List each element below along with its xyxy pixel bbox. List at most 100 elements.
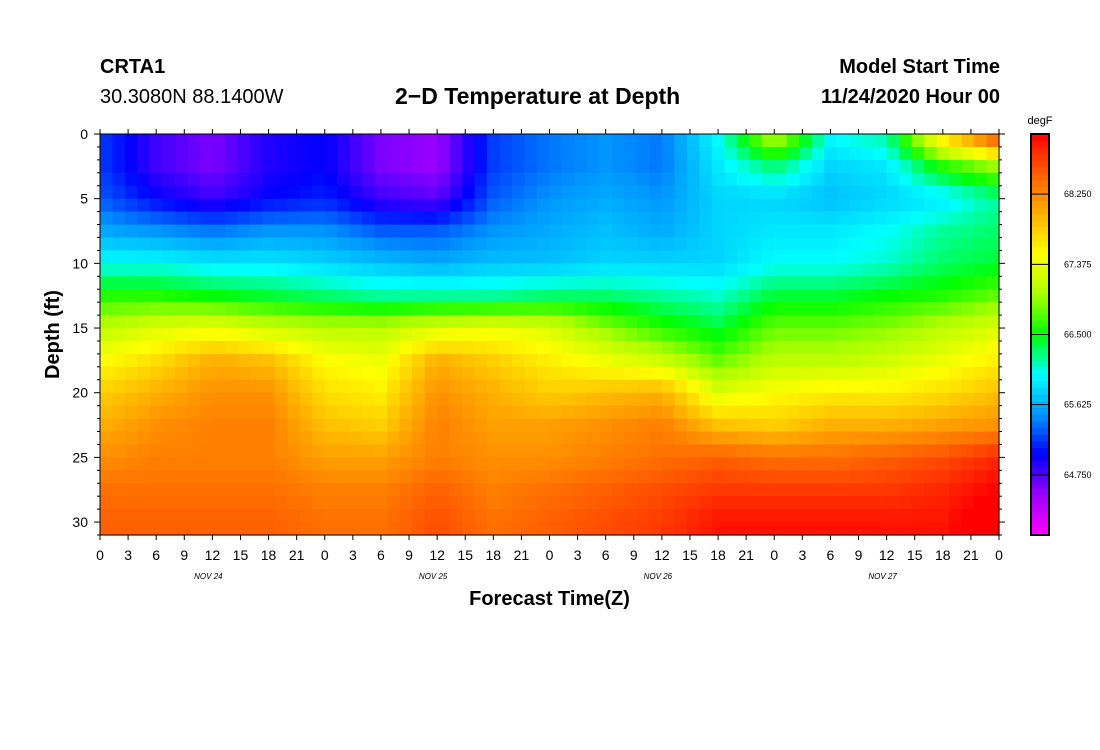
heatmap-cell xyxy=(824,366,838,381)
heatmap-cell xyxy=(874,328,888,342)
heatmap-cell xyxy=(437,340,451,355)
heatmap-cell xyxy=(961,134,975,148)
heatmap-cell xyxy=(212,379,226,394)
heatmap-cell xyxy=(462,289,476,303)
heatmap-cell xyxy=(162,457,176,471)
heatmap-cell xyxy=(287,198,301,213)
heatmap-cell xyxy=(324,289,338,303)
heatmap-cell xyxy=(362,353,376,368)
heatmap-cell xyxy=(337,146,351,161)
heatmap-cell xyxy=(262,431,276,446)
heatmap-cell xyxy=(986,263,1000,277)
heatmap-cell xyxy=(187,276,201,290)
heatmap-cell xyxy=(936,353,950,368)
heatmap-cell xyxy=(287,405,301,420)
heatmap-cell xyxy=(961,211,975,226)
heatmap-cell xyxy=(100,198,114,213)
x-tick-label: 12 xyxy=(654,547,670,563)
heatmap-cell xyxy=(449,134,463,148)
heatmap-cell xyxy=(324,315,338,329)
heatmap-cell xyxy=(549,483,563,497)
heatmap-cell xyxy=(711,418,725,433)
heatmap-cell xyxy=(636,185,650,200)
heatmap-cell xyxy=(512,289,526,303)
heatmap-cell xyxy=(586,379,601,394)
heatmap-cell xyxy=(112,159,126,174)
heatmap-cell xyxy=(174,289,189,303)
chart-title: 2−D Temperature at Depth xyxy=(395,83,681,109)
heatmap-cell xyxy=(199,379,213,394)
heatmap-cell xyxy=(237,134,251,148)
heatmap-cell xyxy=(574,509,588,523)
heatmap-cell xyxy=(824,483,838,497)
heatmap-cell xyxy=(736,366,750,381)
heatmap-cell xyxy=(686,509,700,523)
heatmap-cell xyxy=(599,353,613,368)
heatmap-cell xyxy=(512,340,526,355)
heatmap-cell xyxy=(112,289,126,303)
heatmap-cell xyxy=(586,172,601,187)
heatmap-cell xyxy=(911,185,925,200)
heatmap-cell xyxy=(137,315,151,329)
heatmap-cell xyxy=(537,353,551,368)
heatmap-cell xyxy=(374,418,388,433)
heatmap-cell xyxy=(924,483,938,497)
heatmap-cell xyxy=(137,340,151,355)
heatmap-cell xyxy=(861,509,875,523)
heatmap-cell xyxy=(661,224,675,239)
heatmap-cell xyxy=(212,146,226,161)
heatmap-cell xyxy=(661,483,675,497)
heatmap-cell xyxy=(349,496,363,510)
heatmap-cell xyxy=(212,237,226,252)
heatmap-cell xyxy=(387,276,401,290)
heatmap-cell xyxy=(349,302,363,316)
heatmap-cell xyxy=(462,328,476,342)
heatmap-cell xyxy=(874,457,888,471)
heatmap-cell xyxy=(299,237,313,252)
heatmap-cell xyxy=(936,302,950,316)
heatmap-cell xyxy=(786,146,800,161)
heatmap-cell xyxy=(237,237,251,252)
heatmap-cell xyxy=(574,328,588,342)
heatmap-cell xyxy=(274,146,288,161)
heatmap-cell xyxy=(774,263,788,277)
heatmap-cell xyxy=(349,185,363,200)
heatmap-cell xyxy=(424,146,438,161)
heatmap-cell xyxy=(499,379,513,394)
heatmap-cell xyxy=(187,496,201,510)
heatmap-cell xyxy=(561,237,576,252)
heatmap-cell xyxy=(761,405,775,420)
heatmap-cell xyxy=(524,302,538,316)
heatmap-cell xyxy=(974,134,988,148)
heatmap-cell xyxy=(649,146,663,161)
heatmap-cell xyxy=(624,522,638,536)
heatmap-cell xyxy=(886,483,900,497)
heatmap-cell xyxy=(149,405,164,420)
heatmap-cell xyxy=(649,328,663,342)
heatmap-cell xyxy=(649,263,663,277)
heatmap-cell xyxy=(262,276,276,290)
heatmap-cell xyxy=(899,211,913,226)
heatmap-cell xyxy=(624,457,638,471)
heatmap-cell xyxy=(287,470,301,484)
heatmap-cell xyxy=(799,340,813,355)
heatmap-cell xyxy=(636,405,650,420)
heatmap-cell xyxy=(262,509,276,523)
heatmap-cell xyxy=(174,250,189,264)
heatmap-cell xyxy=(224,134,238,148)
heatmap-cell xyxy=(212,315,226,329)
heatmap-cell xyxy=(162,276,176,290)
heatmap-cell xyxy=(811,340,825,355)
heatmap-cell xyxy=(711,379,725,394)
heatmap-cell xyxy=(599,444,613,458)
heatmap-cell xyxy=(886,237,900,252)
heatmap-cell xyxy=(611,185,626,200)
heatmap-cell xyxy=(349,509,363,523)
heatmap-cell xyxy=(899,496,913,510)
heatmap-cell xyxy=(736,276,750,290)
heatmap-cell xyxy=(524,289,538,303)
heatmap-cell xyxy=(512,483,526,497)
heatmap-cell xyxy=(624,444,638,458)
heatmap-cell xyxy=(337,483,351,497)
heatmap-cell xyxy=(599,224,613,239)
